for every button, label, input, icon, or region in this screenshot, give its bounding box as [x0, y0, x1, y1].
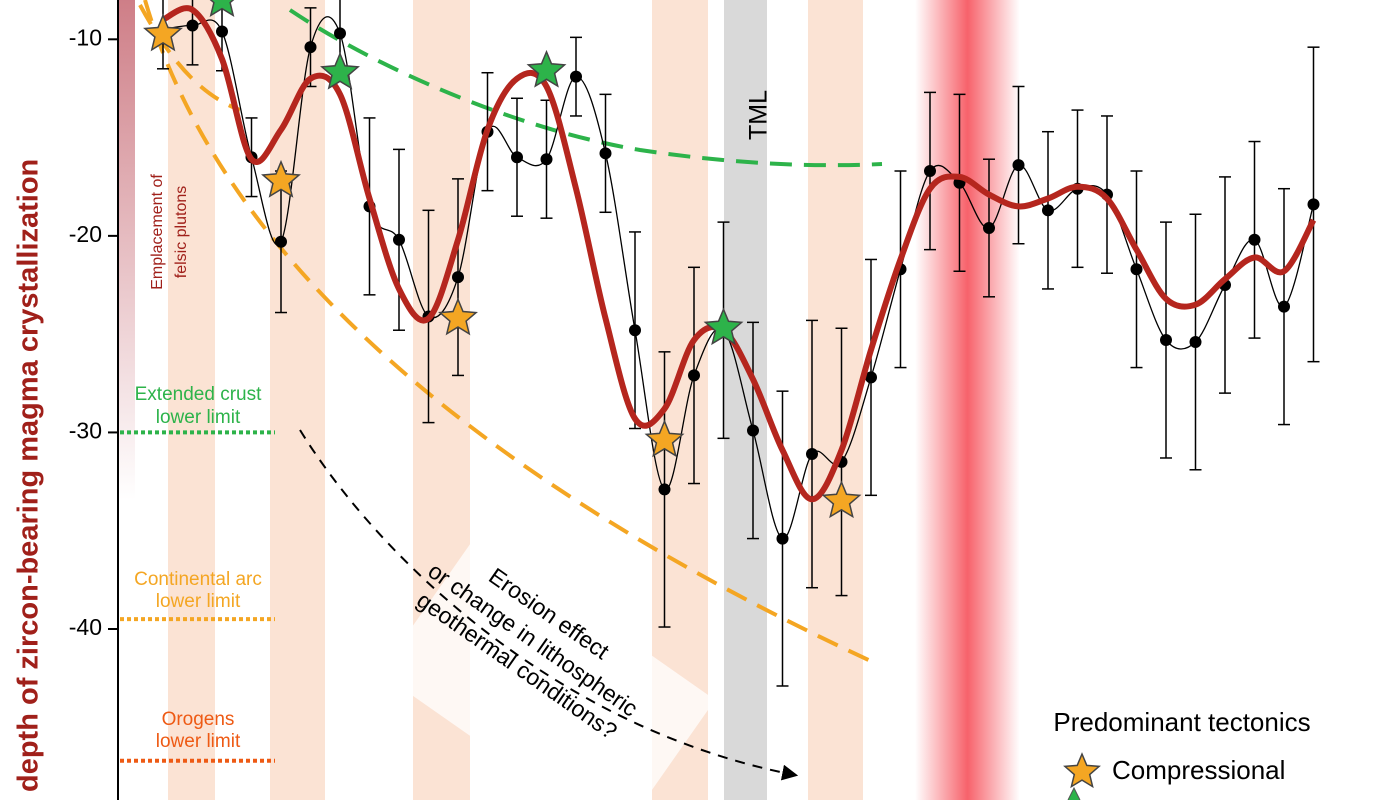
note-box: [379, 533, 716, 800]
band: [270, 0, 325, 800]
star-marker: [644, 419, 685, 458]
data-point: [334, 27, 346, 40]
data-point: [1278, 300, 1290, 313]
annotation: Emplacement of: [149, 174, 166, 290]
y-axis-title: depth of zircon-bearing magma crystalliz…: [13, 159, 45, 792]
star-marker: [261, 159, 301, 198]
data-point: [393, 233, 405, 246]
envelope-curve: [288, 8, 883, 168]
data-point: [304, 41, 317, 54]
data-point: [1189, 336, 1202, 349]
legend-label: Compressional: [1112, 755, 1285, 785]
pluton-bar: [119, 0, 135, 500]
y-tick-label: -30: [69, 418, 102, 444]
data-point: [186, 19, 199, 32]
data-point: [216, 25, 228, 38]
star-marker: [821, 480, 862, 519]
y-tick-label: -10: [69, 24, 102, 50]
envelope-curve: [143, 0, 876, 665]
legend-star-cut: [1067, 786, 1081, 800]
data-point: [1130, 263, 1143, 276]
data-point: [1307, 198, 1320, 211]
band: [168, 0, 215, 800]
data-point: [629, 324, 641, 337]
data-point: [452, 271, 464, 284]
reference-label: lower limit: [156, 407, 241, 428]
data-point: [688, 369, 700, 382]
data-point: [658, 483, 671, 496]
y-tick-label: -40: [69, 614, 102, 640]
data-point: [540, 153, 553, 166]
legend-marker: [1063, 752, 1101, 789]
star-marker: [209, 0, 235, 17]
data-point: [865, 371, 877, 384]
star-marker: [438, 297, 478, 336]
annotation: TML: [745, 90, 773, 140]
reference-label: Extended crust: [135, 384, 262, 405]
legend-title: Predominant tectonics: [1053, 707, 1310, 737]
star-marker: [143, 13, 183, 52]
annotation: felsic plutons: [173, 186, 190, 279]
data-point: [776, 532, 789, 545]
data-point: [1012, 159, 1025, 172]
data-point: [747, 424, 759, 437]
data-point: [924, 165, 936, 178]
data-point: [1248, 233, 1261, 246]
data-point: [511, 151, 523, 164]
data-point: [983, 222, 995, 235]
reference-label: lower limit: [156, 731, 241, 752]
data-point: [570, 70, 582, 83]
reference-label: Orogens: [162, 709, 235, 730]
envelopes: [138, 0, 883, 665]
data-point: [599, 147, 612, 160]
star-marker: [703, 307, 744, 346]
data-point: [275, 235, 287, 248]
data-point: [806, 448, 818, 461]
star-marker: [526, 49, 567, 88]
data-point: [1160, 334, 1172, 347]
reference-label: Continental arc: [134, 569, 262, 590]
glow-band: [915, 0, 1020, 800]
star-marker: [320, 51, 360, 90]
data-point: [1042, 204, 1054, 217]
reference-label: lower limit: [156, 591, 241, 612]
y-tick-label: -20: [69, 221, 102, 247]
envelope-curve: [138, 4, 241, 112]
